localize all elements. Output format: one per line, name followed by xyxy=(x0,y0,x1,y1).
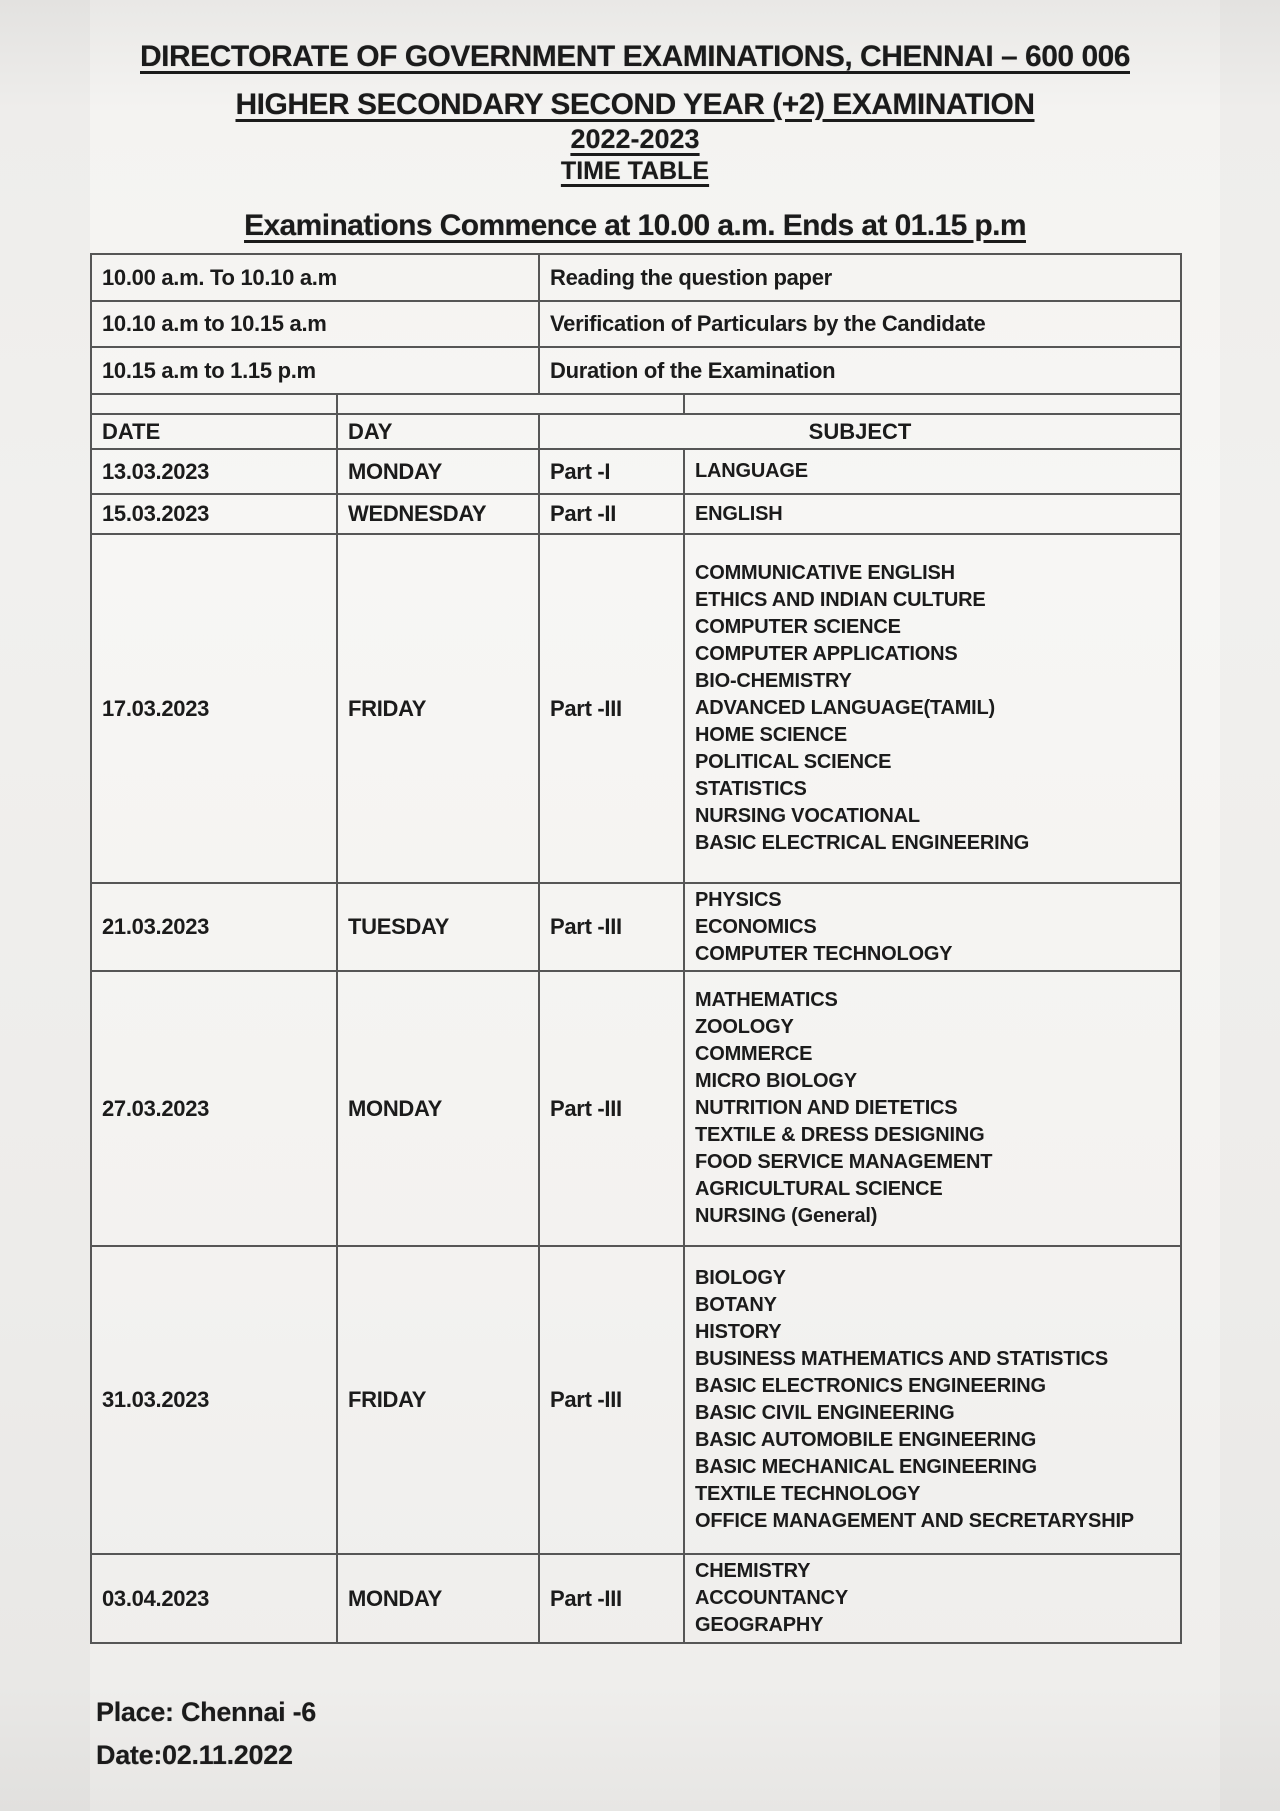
part-cell: Part -III xyxy=(538,882,685,972)
exam-row: 21.03.2023 TUESDAY Part -III PHYSICS ECO… xyxy=(90,882,1182,972)
exam-timing-subtitle: Examinations Commence at 10.00 a.m. Ends… xyxy=(244,209,1026,242)
scan-edge-shade-right xyxy=(1220,0,1280,1811)
schedule-info-row: 10.10 a.m to 10.15 a.m Verification of P… xyxy=(90,300,1182,348)
date-cell: 27.03.2023 xyxy=(90,970,338,1247)
footer-date: Date:02.11.2022 xyxy=(96,1740,293,1770)
subjects-cell: BIOLOGY BOTANY HISTORY BUSINESS MATHEMAT… xyxy=(683,1245,1182,1555)
activity-cell: Verification of Particulars by the Candi… xyxy=(538,300,1182,348)
subjects-cell: COMMUNICATIVE ENGLISH ETHICS AND INDIAN … xyxy=(683,533,1182,884)
separator-cell xyxy=(336,393,685,415)
activity-cell: Duration of the Examination xyxy=(538,346,1182,395)
day-cell: TUESDAY xyxy=(336,882,540,972)
page-title-year: 2022-2023 xyxy=(570,124,700,154)
page-title-time-table: TIME TABLE xyxy=(560,157,710,185)
separator-cell xyxy=(683,393,1182,415)
schedule-info-row: 10.15 a.m to 1.15 p.m Duration of the Ex… xyxy=(90,346,1182,395)
part-cell: Part -I xyxy=(538,448,685,495)
separator-cell xyxy=(90,393,338,415)
column-header-date: DATE xyxy=(90,413,338,450)
part-cell: Part -II xyxy=(538,493,685,535)
page-title-directorate: DIRECTORATE OF GOVERNMENT EXAMINATIONS, … xyxy=(140,40,1131,73)
time-range-cell: 10.15 a.m to 1.15 p.m xyxy=(90,346,540,395)
date-cell: 03.04.2023 xyxy=(90,1553,338,1644)
date-cell: 15.03.2023 xyxy=(90,493,338,535)
part-cell: Part -III xyxy=(538,1245,685,1555)
timetable: 10.00 a.m. To 10.10 a.m Reading the ques… xyxy=(90,253,1182,1644)
schedule-info-row: 10.00 a.m. To 10.10 a.m Reading the ques… xyxy=(90,253,1182,302)
part-cell: Part -III xyxy=(538,970,685,1247)
subjects-cell: CHEMISTRY ACCOUNTANCY GEOGRAPHY xyxy=(683,1553,1182,1644)
day-cell: MONDAY xyxy=(336,1553,540,1644)
scan-edge-shade-left xyxy=(0,0,90,1811)
date-cell: 31.03.2023 xyxy=(90,1245,338,1555)
day-cell: MONDAY xyxy=(336,448,540,495)
date-cell: 13.03.2023 xyxy=(90,448,338,495)
column-header-subject: SUBJECT xyxy=(538,413,1182,450)
part-cell: Part -III xyxy=(538,533,685,884)
time-range-cell: 10.10 a.m to 10.15 a.m xyxy=(90,300,540,348)
subjects-cell: PHYSICS ECONOMICS COMPUTER TECHNOLOGY xyxy=(683,882,1182,972)
exam-row: 03.04.2023 MONDAY Part -III CHEMISTRY AC… xyxy=(90,1553,1182,1644)
date-cell: 21.03.2023 xyxy=(90,882,338,972)
activity-cell: Reading the question paper xyxy=(538,253,1182,302)
exam-row: 31.03.2023 FRIDAY Part -III BIOLOGY BOTA… xyxy=(90,1245,1182,1555)
column-header-day: DAY xyxy=(336,413,540,450)
footer-place: Place: Chennai -6 xyxy=(96,1697,316,1727)
day-cell: MONDAY xyxy=(336,970,540,1247)
date-cell: 17.03.2023 xyxy=(90,533,338,884)
column-header-row: DATE DAY SUBJECT xyxy=(90,413,1182,450)
subjects-cell: MATHEMATICS ZOOLOGY COMMERCE MICRO BIOLO… xyxy=(683,970,1182,1247)
exam-row: 27.03.2023 MONDAY Part -III MATHEMATICS … xyxy=(90,970,1182,1247)
exam-row: 15.03.2023 WEDNESDAY Part -II ENGLISH xyxy=(90,493,1182,535)
separator-row xyxy=(90,393,1182,415)
page-title-exam-name: HIGHER SECONDARY SECOND YEAR (+2) EXAMIN… xyxy=(235,88,1036,121)
day-cell: WEDNESDAY xyxy=(336,493,540,535)
day-cell: FRIDAY xyxy=(336,533,540,884)
subjects-cell: LANGUAGE xyxy=(683,448,1182,495)
time-range-cell: 10.00 a.m. To 10.10 a.m xyxy=(90,253,540,302)
exam-row: 17.03.2023 FRIDAY Part -III COMMUNICATIV… xyxy=(90,533,1182,884)
exam-row: 13.03.2023 MONDAY Part -I LANGUAGE xyxy=(90,448,1182,495)
subjects-cell: ENGLISH xyxy=(683,493,1182,535)
part-cell: Part -III xyxy=(538,1553,685,1644)
day-cell: FRIDAY xyxy=(336,1245,540,1555)
